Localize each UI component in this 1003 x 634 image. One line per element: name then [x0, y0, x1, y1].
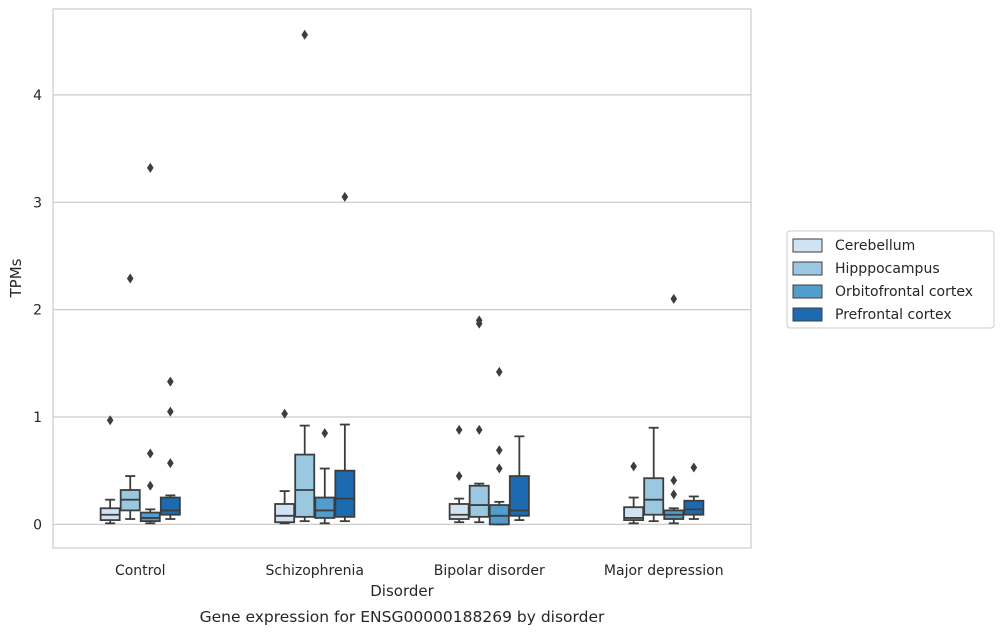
outlier-point — [167, 406, 174, 417]
legend-label: Hipppocampus — [835, 261, 940, 277]
outlier-point — [495, 445, 503, 456]
outlier-point — [670, 293, 678, 304]
legend-swatch — [792, 307, 823, 322]
outlier-point — [690, 462, 698, 473]
box-body — [488, 504, 510, 526]
legend-swatch — [792, 238, 823, 253]
box-0-3 — [159, 376, 181, 520]
legend-frame — [786, 230, 995, 329]
box-body — [683, 499, 705, 516]
legend-label: Prefrontal cortex — [835, 307, 952, 323]
outlier-point — [341, 191, 349, 202]
outlier-point — [301, 29, 309, 40]
box-2-2 — [488, 366, 510, 526]
grid-lines — [53, 94, 751, 525]
box-body — [468, 484, 490, 518]
box-2-3 — [508, 435, 530, 521]
box-1-0 — [274, 408, 296, 525]
legend-item: Cerebellum — [792, 238, 915, 254]
outlier-point — [630, 461, 637, 472]
outlier-point — [146, 162, 154, 173]
y-tick-labels: 0 1 2 3 4 — [33, 88, 42, 533]
y-tick-label: 3 — [33, 195, 42, 211]
outlier-point — [126, 273, 134, 284]
x-tick-label: Schizophrenia — [266, 563, 364, 579]
box-3-2 — [663, 293, 685, 525]
box-body — [623, 506, 645, 521]
outlier-point — [475, 315, 483, 326]
x-axis-label: Disorder — [370, 582, 434, 600]
x-tick-label: Bipolar disorder — [434, 563, 545, 579]
outlier-point — [146, 480, 154, 491]
box-body — [159, 496, 181, 516]
legend: Cerebellum Hipppocampus Orbitofrontal cort… — [786, 230, 995, 329]
box-0-0 — [99, 415, 121, 525]
outlier-point — [455, 424, 463, 435]
box-body — [274, 503, 296, 524]
box-plots — [99, 29, 705, 526]
outlier-point — [475, 424, 483, 435]
plot-frame — [52, 8, 752, 549]
y-tick-label: 4 — [33, 88, 42, 104]
box-body — [314, 496, 336, 519]
x-tick-labels: Control Schizophrenia Bipolar disorder Majo… — [115, 563, 724, 579]
box-1-3 — [334, 191, 356, 523]
legend-label: Orbitofrontal cortex — [835, 284, 973, 300]
outlier-point — [167, 376, 174, 387]
legend-swatch — [792, 261, 823, 276]
box-body — [643, 477, 665, 516]
box-0-2 — [139, 162, 161, 525]
legend-item: Hipppocampus — [792, 261, 940, 277]
box-body — [508, 475, 530, 517]
box-2-0 — [448, 424, 470, 524]
outlier-point — [321, 428, 329, 439]
box-0-1 — [119, 273, 141, 520]
outlier-point — [670, 489, 678, 500]
x-tick-label: Control — [115, 563, 166, 579]
legend-item: Orbitofrontal cortex — [792, 284, 973, 300]
outlier-point — [167, 458, 174, 469]
outlier-point — [146, 448, 154, 459]
box-1-2 — [314, 428, 336, 525]
box-3-3 — [683, 462, 705, 520]
box-3-0 — [623, 461, 645, 525]
legend-item: Prefrontal cortex — [792, 307, 952, 323]
outlier-point — [281, 408, 288, 419]
outlier-point — [455, 471, 463, 482]
y-tick-label: 1 — [33, 410, 42, 426]
box-body — [448, 503, 470, 520]
x-tick-label: Major depression — [604, 563, 724, 579]
chart-caption: Gene expression for ENSG00000188269 by d… — [200, 608, 605, 626]
outlier-point — [106, 415, 114, 426]
box-2-1 — [468, 315, 490, 524]
outlier-point — [495, 463, 503, 474]
outlier-point — [495, 366, 503, 377]
box-1-1 — [294, 29, 316, 523]
box-body — [294, 453, 316, 518]
box-3-1 — [643, 426, 665, 523]
legend-label: Cerebellum — [835, 238, 915, 254]
y-tick-label: 2 — [33, 303, 42, 319]
legend-swatch — [792, 284, 823, 299]
outlier-point — [670, 475, 678, 486]
box-body — [139, 511, 161, 523]
box-body — [334, 469, 356, 518]
y-axis-label: TPMs — [7, 258, 25, 298]
y-tick-label: 0 — [33, 517, 42, 533]
